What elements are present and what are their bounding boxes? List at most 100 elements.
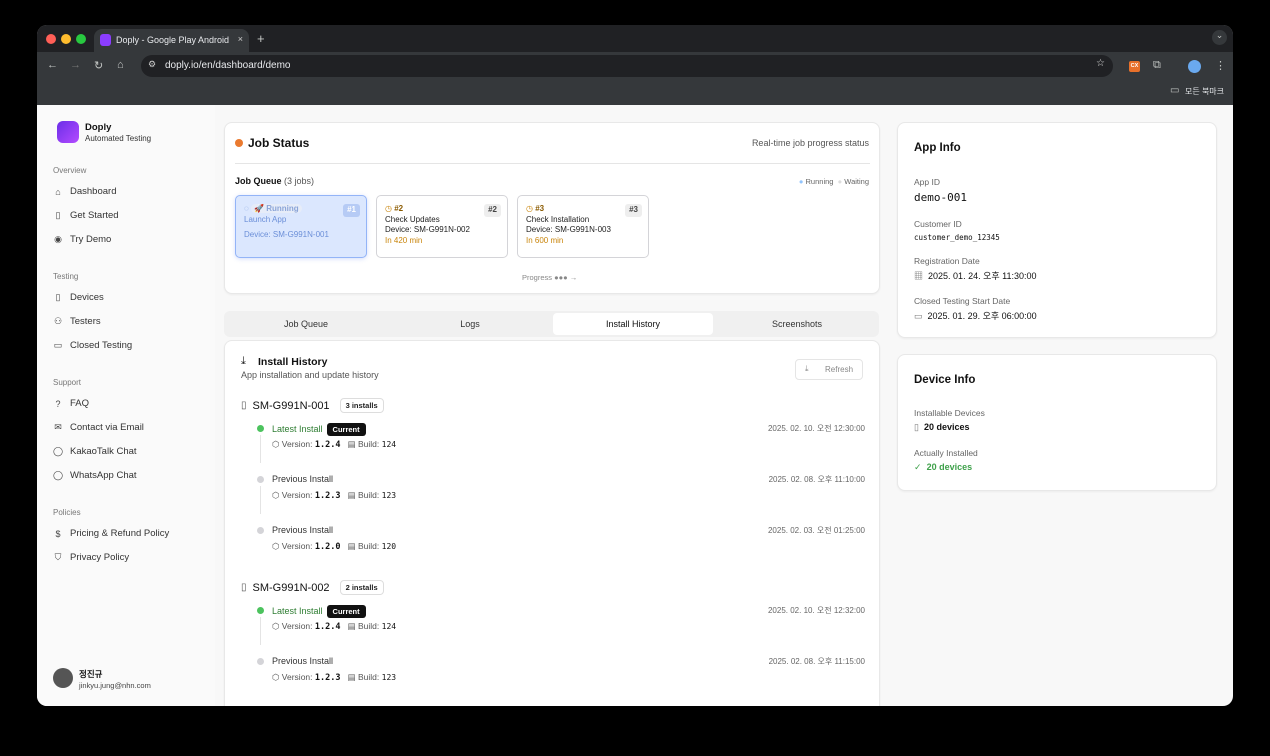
current-badge: Current (326, 423, 366, 436)
version-label: Version: (281, 621, 313, 631)
sidebar-item-email[interactable]: ✉ Contact via Email (53, 422, 144, 433)
entry-date: 2025. 02. 08. 오후 11:10:00 (768, 475, 865, 484)
version-value: 1.2.0 (314, 542, 341, 552)
forward-icon[interactable]: → (70, 59, 81, 71)
entry-version: ⬡ Version: 1.2.4 ▤ Build: 124 (272, 621, 396, 632)
closed-testing-date: ▭ 2025. 01. 29. 오후 06:00:00 (914, 309, 1037, 322)
running-dot-icon: ● (798, 177, 804, 186)
dollar-icon: $ (55, 528, 61, 539)
build-label: Build: (357, 672, 380, 682)
file-icon: ▤ (347, 439, 356, 449)
entry-title: Latest Install Current (272, 605, 366, 618)
entry-date: 2025. 02. 10. 오전 12:32:00 (767, 606, 865, 615)
version-value: 1.2.3 (314, 491, 341, 501)
app-info-title: App Info (914, 142, 961, 154)
profile-avatar[interactable] (1188, 60, 1201, 73)
home-icon[interactable]: ⌂ (117, 59, 124, 71)
file-icon: ▤ (347, 541, 356, 551)
sidebar-item-try-demo[interactable]: ◉ Try Demo (53, 234, 111, 245)
calendar-icon: ▦ (914, 271, 924, 281)
close-tab-icon[interactable]: × (237, 34, 243, 44)
device-info-card: Device Info Installable Devices ▯ 20 dev… (897, 354, 1217, 491)
entry-type: Latest Install (272, 424, 323, 434)
sidebar-item-whatsapp[interactable]: ◯ WhatsApp Chat (53, 470, 137, 481)
registration-date-label: Registration Date (914, 256, 980, 266)
sidebar-item-dashboard[interactable]: ⌂ Dashboard (53, 186, 116, 197)
back-icon[interactable]: ← (47, 59, 58, 71)
timeline-line (260, 486, 261, 514)
version-value: 1.2.3 (314, 673, 341, 683)
install-count-badge: 2 installs (339, 580, 384, 595)
nav-label: FAQ (70, 398, 90, 409)
current-badge: Current (326, 605, 366, 618)
bookmark-star-icon[interactable]: ☆ (1096, 58, 1105, 69)
browser-tab[interactable]: Doply - Google Play Android × (94, 29, 249, 52)
all-bookmarks[interactable]: 모든 북마크 (1185, 87, 1225, 96)
device-name: SM-G991N-001 (252, 399, 330, 412)
status-dot-icon (235, 139, 243, 147)
shield-icon: ⛉ (54, 552, 62, 562)
site-settings-icon[interactable]: ⚙ (148, 59, 157, 69)
entry-type: Previous Install (272, 656, 334, 666)
job-device: Device: SM-G991N-003 (526, 225, 611, 234)
waiting-dot-icon: ● (837, 177, 843, 186)
job-queue-label: Job Queue (3 jobs) (235, 176, 314, 186)
address-bar[interactable]: ⚙ doply.io/en/dashboard/demo ☆ (141, 55, 1113, 77)
job-number: #3 (625, 204, 642, 217)
user-avatar[interactable] (53, 668, 73, 688)
entry-version: ⬡ Version: 1.2.3 ▤ Build: 123 (272, 672, 396, 683)
phone-icon: ▯ (55, 292, 61, 302)
device-group-header: ▯ SM-G991N-002 2 installs (241, 580, 384, 595)
spinner-icon: ◌ (244, 204, 249, 213)
sidebar-item-pricing[interactable]: $ Pricing & Refund Policy (53, 528, 169, 539)
sidebar-item-kakaotalk[interactable]: ◯ KakaoTalk Chat (53, 446, 137, 457)
install-history-title: Install History (258, 356, 328, 368)
job-card-2[interactable]: ◷ #2 #2 Check Updates Device: SM-G991N-0… (376, 195, 508, 258)
menu-icon[interactable]: ⋮ (1215, 60, 1226, 72)
build-value: 123 (381, 491, 397, 500)
sidebar-item-closed-testing[interactable]: ▭ Closed Testing (53, 340, 132, 351)
job-name: Check Installation (526, 214, 590, 224)
sidebar-item-testers[interactable]: ⚇ Testers (53, 316, 101, 327)
tab-search-icon[interactable]: ⌄ (1212, 30, 1227, 45)
tab-strip: Doply - Google Play Android × + ⌄ (37, 25, 1233, 52)
refresh-label: Refresh (825, 365, 854, 374)
sidebar-item-devices[interactable]: ▯ Devices (53, 292, 104, 303)
folder-icon: ▭ (1170, 85, 1180, 96)
job-card-1[interactable]: ◌ 🚀 Running #1 Launch App Device: SM-G99… (235, 195, 367, 258)
minimize-window-button[interactable] (61, 34, 71, 44)
tab-screenshots[interactable]: Screenshots (771, 319, 823, 329)
tab-job-queue[interactable]: Job Queue (283, 319, 329, 329)
progress-indicator: Progress ●●● → (522, 273, 577, 282)
job-status: #3 (535, 204, 545, 213)
phone-icon: ▯ (241, 582, 247, 593)
extensions-icon[interactable]: ⧉ (1153, 59, 1161, 71)
build-label: Build: (357, 439, 380, 449)
new-tab-icon[interactable]: + (257, 31, 265, 46)
nav-label: Contact via Email (70, 422, 144, 433)
extension-cx-icon[interactable]: CX (1129, 61, 1140, 72)
installable-devices-label: Installable Devices (914, 408, 985, 418)
device-name: SM-G991N-002 (252, 581, 330, 594)
file-icon: ▤ (347, 672, 356, 682)
sidebar-item-get-started[interactable]: ▯ Get Started (53, 210, 119, 221)
tab-install-history[interactable]: Install History (553, 313, 713, 335)
entry-type: Previous Install (272, 474, 334, 484)
user-email: jinkyu.jung@nhn.com (79, 681, 151, 690)
tab-bar: Job Queue Logs Install History Screensho… (224, 311, 879, 337)
nav-label: WhatsApp Chat (70, 470, 137, 481)
url-text: doply.io/en/dashboard/demo (165, 60, 291, 71)
close-window-button[interactable] (46, 34, 56, 44)
sidebar-item-faq[interactable]: ? FAQ (53, 398, 89, 409)
build-label: Build: (357, 541, 380, 551)
refresh-button[interactable]: ⤓ Refresh (795, 359, 863, 380)
job-status-subtitle: Real-time job progress status (751, 138, 869, 148)
job-card-3[interactable]: ◷ #3 #3 Check Installation Device: SM-G9… (517, 195, 649, 258)
install-entry: Latest Install Current 2025. 02. 10. 오전 12… (225, 423, 865, 473)
reload-icon[interactable]: ↻ (94, 60, 104, 72)
maximize-window-button[interactable] (76, 34, 86, 44)
timeline-dot-icon (257, 658, 264, 665)
tab-logs[interactable]: Logs (460, 319, 480, 329)
version-label: Version: (281, 490, 313, 500)
sidebar-item-privacy[interactable]: ⛉ Privacy Policy (53, 552, 130, 563)
